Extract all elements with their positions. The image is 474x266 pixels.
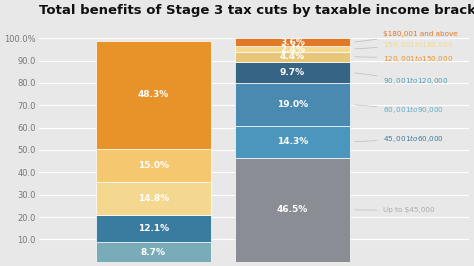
Text: $120,001 to $150,000: $120,001 to $150,000 bbox=[355, 53, 453, 64]
Text: 8.7%: 8.7% bbox=[141, 248, 166, 257]
Text: 15.0%: 15.0% bbox=[138, 161, 169, 170]
Bar bbox=[235, 126, 350, 158]
Bar bbox=[96, 149, 210, 182]
Text: 9.7%: 9.7% bbox=[280, 68, 305, 77]
Text: $60,001 to $90,000: $60,001 to $90,000 bbox=[355, 104, 444, 115]
Bar bbox=[96, 182, 210, 215]
Text: $180,001 and above: $180,001 and above bbox=[355, 31, 457, 42]
Text: 48.3%: 48.3% bbox=[137, 90, 169, 99]
Bar bbox=[235, 47, 350, 52]
Text: 46.5%: 46.5% bbox=[277, 205, 308, 214]
Bar bbox=[96, 215, 210, 242]
Bar bbox=[96, 242, 210, 262]
Bar bbox=[235, 158, 350, 262]
Text: $150,001 to $180,000: $150,001 to $180,000 bbox=[355, 39, 453, 50]
Bar bbox=[235, 52, 350, 62]
Text: 3.6%: 3.6% bbox=[280, 38, 305, 47]
Bar bbox=[96, 41, 210, 149]
Text: $45,001 to $60,000: $45,001 to $60,000 bbox=[355, 133, 444, 144]
Bar bbox=[235, 38, 350, 47]
Text: Up to $45,000: Up to $45,000 bbox=[355, 207, 434, 213]
Text: Total benefits of Stage 3 tax cuts by taxable income brackets: Total benefits of Stage 3 tax cuts by ta… bbox=[38, 4, 474, 17]
Bar bbox=[235, 62, 350, 83]
Text: $90,001 to $120,000: $90,001 to $120,000 bbox=[355, 73, 448, 86]
Text: 19.0%: 19.0% bbox=[277, 100, 308, 109]
Text: 12.1%: 12.1% bbox=[137, 224, 169, 233]
Text: 2.4%: 2.4% bbox=[280, 45, 305, 54]
Text: 14.8%: 14.8% bbox=[137, 194, 169, 203]
Text: 4.4%: 4.4% bbox=[280, 52, 305, 61]
Bar bbox=[235, 83, 350, 126]
Text: 14.3%: 14.3% bbox=[277, 137, 308, 146]
